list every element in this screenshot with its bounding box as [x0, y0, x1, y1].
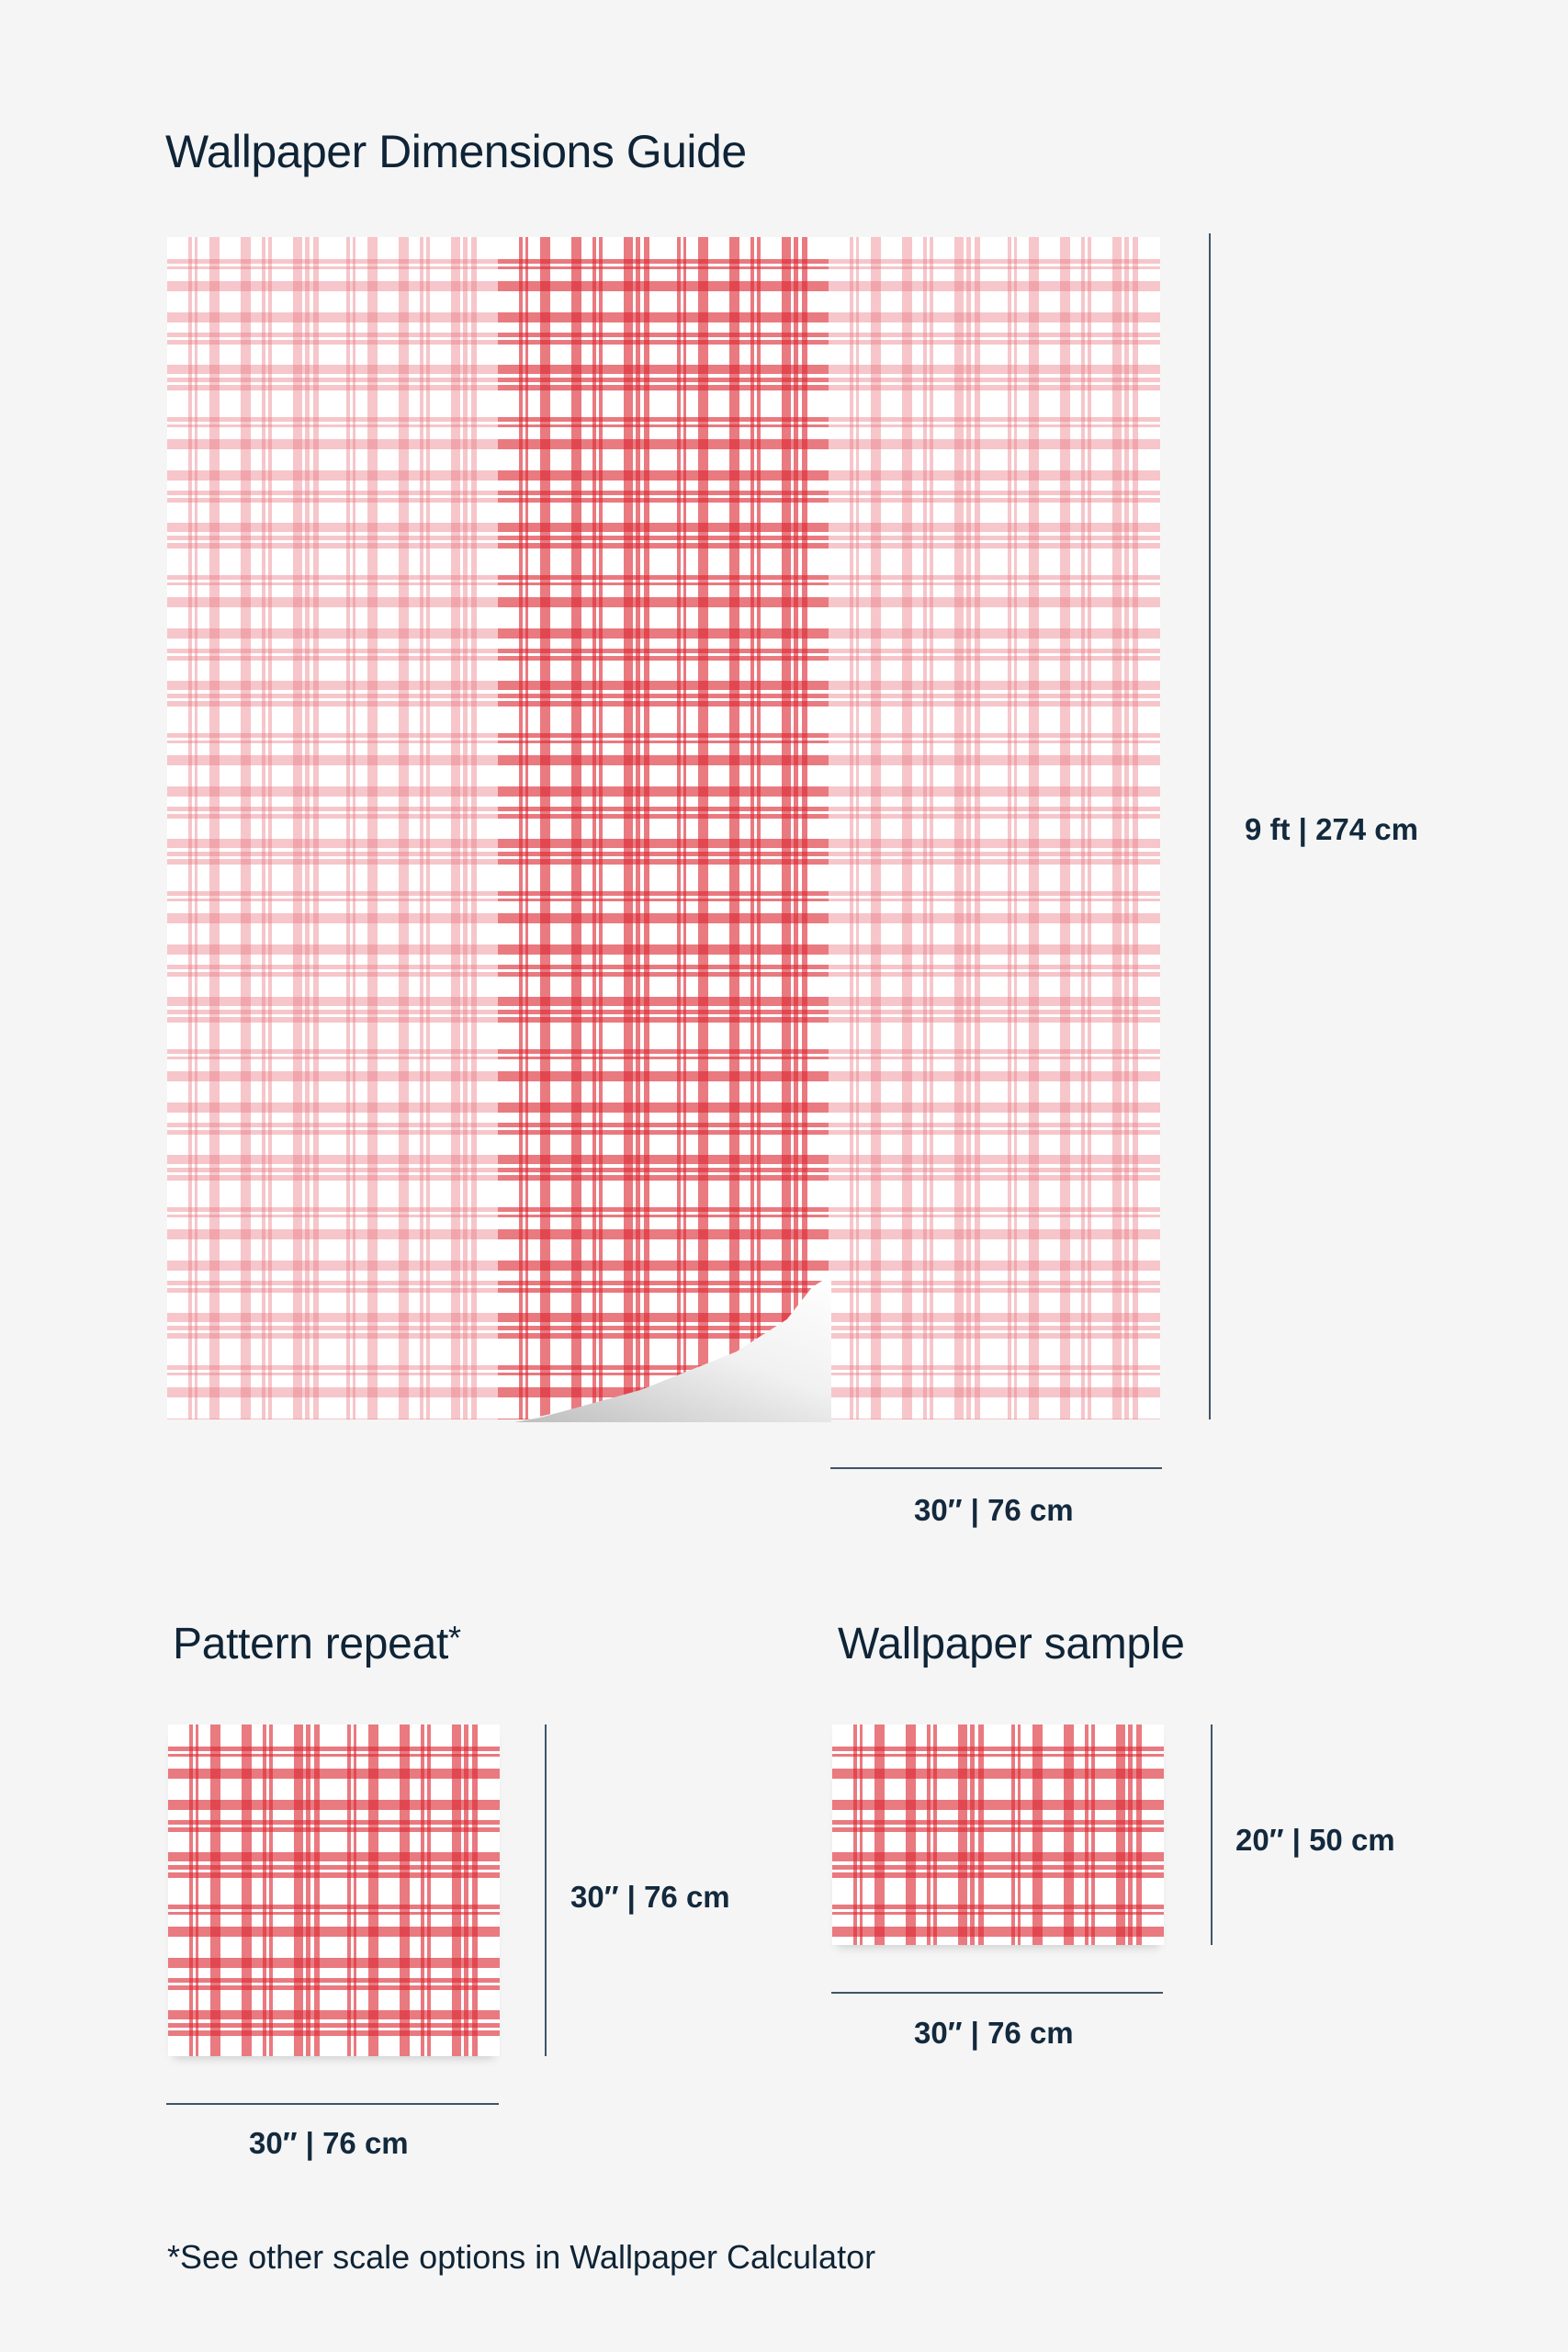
page-title: Wallpaper Dimensions Guide [165, 126, 747, 177]
pattern-height-label: 30″ | 76 cm [570, 1880, 730, 1914]
pattern-repeat-tile [168, 1724, 500, 2056]
wallpaper-panel-left [167, 237, 499, 1419]
scale-options-footnote: *See other scale options in Wallpaper Ca… [167, 2238, 876, 2276]
pattern-height-line [545, 1724, 547, 2056]
wallpaper-panel-center [498, 237, 829, 1419]
sample-height-line [1211, 1724, 1213, 1945]
wallpaper-sample-title: Wallpaper sample [838, 1620, 1185, 1668]
pattern-width-label: 30″ | 76 cm [249, 2126, 409, 2160]
pattern-repeat-title-text: Pattern repeat [173, 1620, 448, 1668]
width-label: 30″ | 76 cm [914, 1493, 1074, 1527]
height-label: 9 ft | 274 cm [1245, 812, 1418, 846]
sample-width-label: 30″ | 76 cm [914, 2016, 1074, 2050]
pattern-repeat-title: Pattern repeat* [173, 1619, 461, 1669]
pattern-width-line [166, 2103, 499, 2105]
height-dimension-line [1209, 233, 1211, 1419]
wallpaper-sample-tile [832, 1724, 1164, 1945]
wallpaper-panel-right [829, 237, 1160, 1419]
width-dimension-line [830, 1467, 1162, 1469]
sample-height-label: 20″ | 50 cm [1235, 1823, 1395, 1857]
sample-width-line [831, 1992, 1163, 1994]
asterisk: * [448, 1619, 461, 1657]
